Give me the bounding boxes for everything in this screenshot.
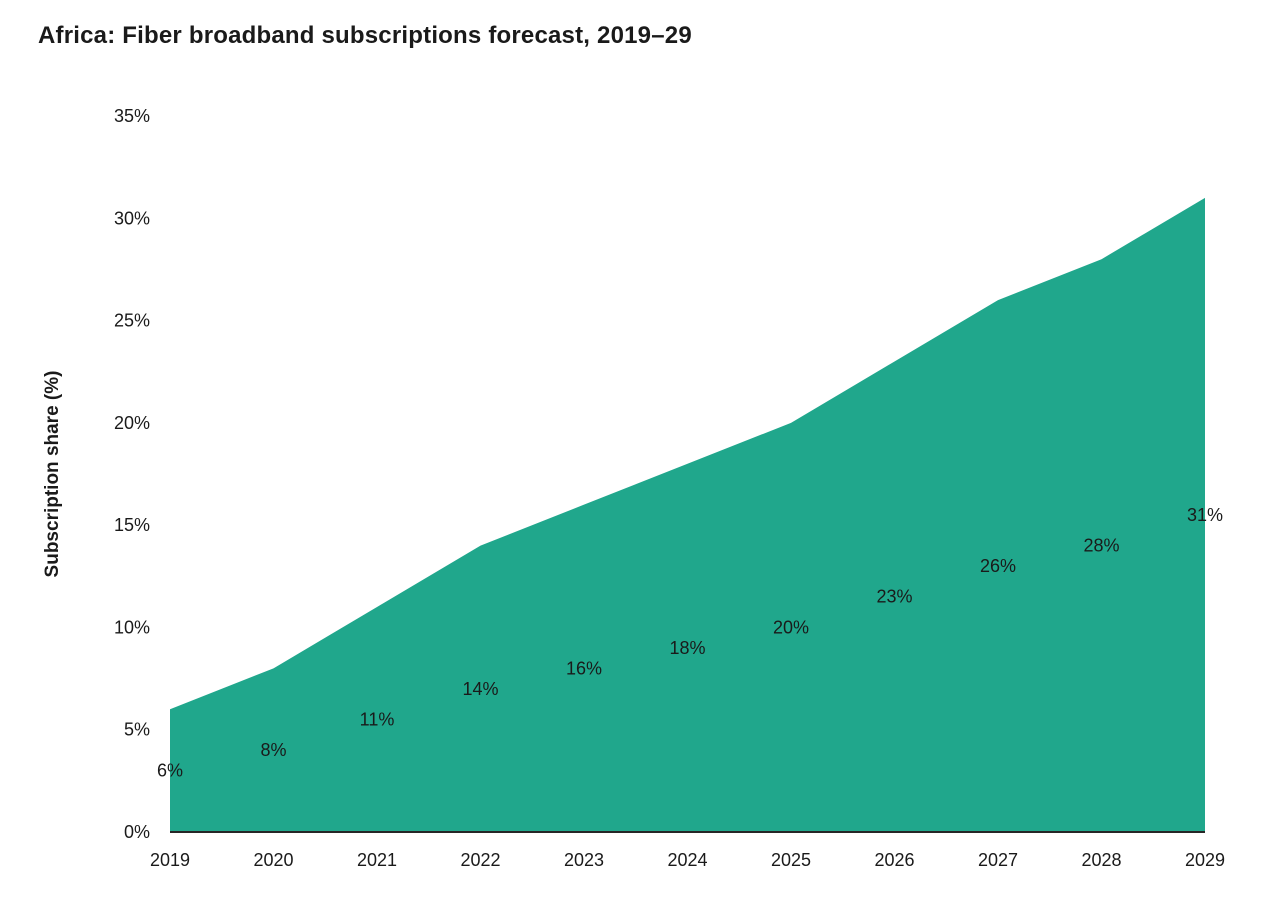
data-label: 26% <box>980 556 1016 576</box>
data-label: 31% <box>1187 505 1223 525</box>
data-label: 16% <box>566 658 602 678</box>
y-tick-label: 25% <box>114 311 150 331</box>
x-tick-label: 2022 <box>460 850 500 870</box>
y-tick-label: 0% <box>124 822 150 842</box>
data-label: 20% <box>773 617 809 637</box>
data-label: 11% <box>360 709 395 729</box>
data-label: 23% <box>876 587 912 607</box>
x-tick-label: 2027 <box>978 850 1018 870</box>
y-tick-label: 10% <box>114 617 150 637</box>
x-tick-label: 2024 <box>667 850 707 870</box>
y-tick-label: 30% <box>114 208 150 228</box>
y-axis-title: Subscription share (%) <box>42 371 63 578</box>
x-tick-label: 2028 <box>1081 850 1121 870</box>
x-tick-label: 2026 <box>874 850 914 870</box>
data-label: 6% <box>157 761 183 781</box>
x-tick-label: 2025 <box>771 850 811 870</box>
x-tick-label: 2019 <box>150 850 190 870</box>
x-tick-label: 2020 <box>253 850 293 870</box>
y-tick-label: 20% <box>114 413 150 433</box>
x-tick-label: 2023 <box>564 850 604 870</box>
data-label: 8% <box>260 740 286 760</box>
data-label: 28% <box>1083 536 1119 556</box>
y-tick-label: 15% <box>114 515 150 535</box>
y-tick-label: 5% <box>124 720 150 740</box>
chart-title: Africa: Fiber broadband subscriptions fo… <box>38 22 692 49</box>
data-label: 18% <box>669 638 705 658</box>
y-tick-label: 35% <box>114 106 150 126</box>
x-tick-label: 2021 <box>357 850 397 870</box>
data-label: 14% <box>462 679 498 699</box>
area-series <box>170 197 1205 833</box>
x-tick-label: 2029 <box>1185 850 1225 870</box>
